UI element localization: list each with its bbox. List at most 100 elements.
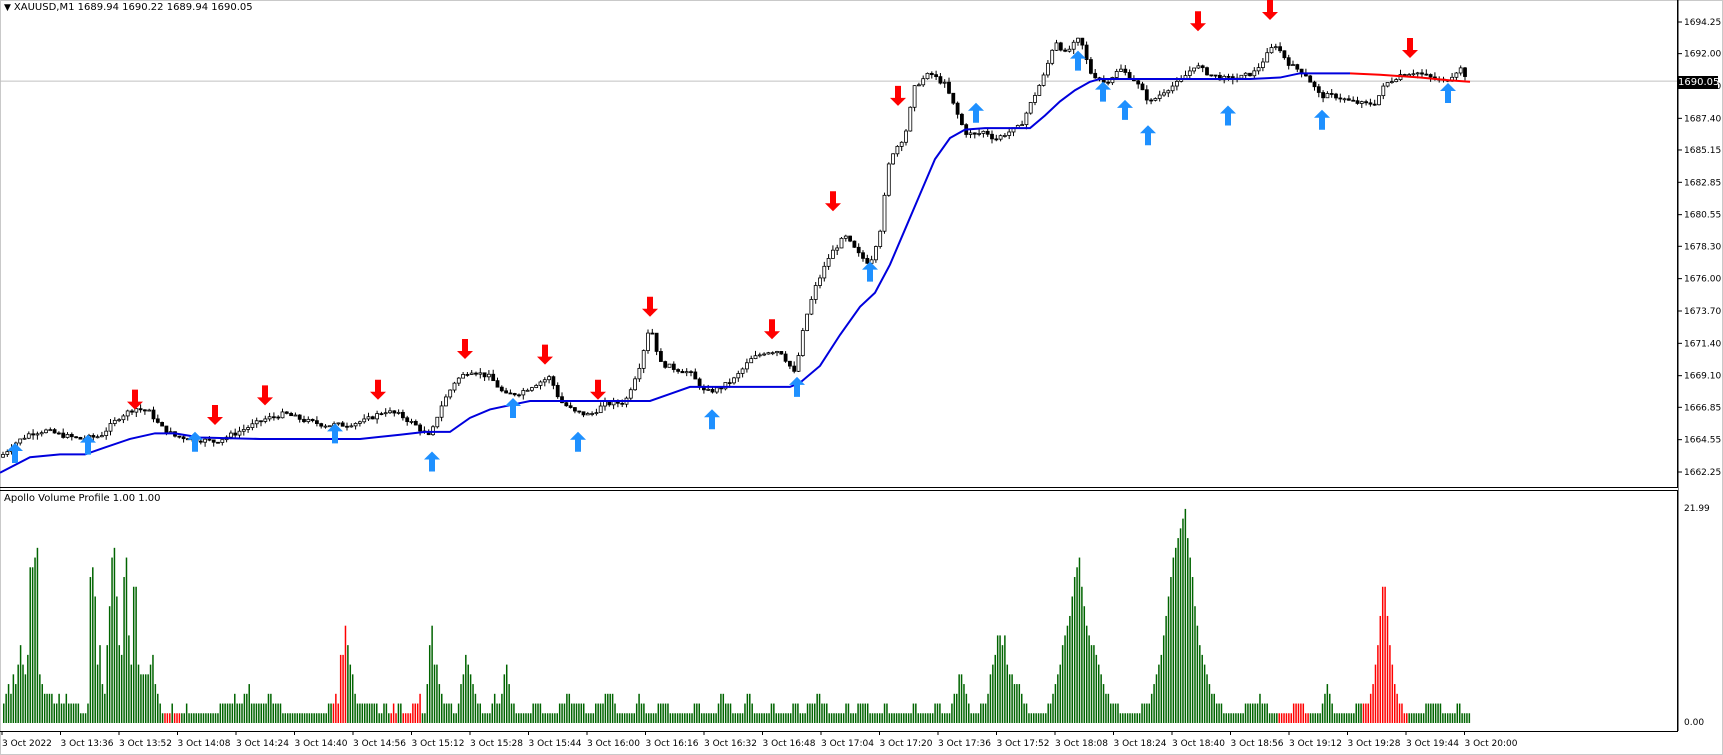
candle bbox=[1196, 62, 1201, 69]
volume-bar bbox=[1295, 703, 1297, 723]
candle-body bbox=[1308, 75, 1313, 83]
candle-body bbox=[1359, 101, 1364, 104]
candle-body bbox=[960, 113, 964, 126]
volume-bar bbox=[989, 674, 992, 723]
time-tick-label: 3 Oct 17:04 bbox=[821, 739, 874, 749]
candle bbox=[1063, 47, 1067, 53]
candle bbox=[1071, 39, 1076, 55]
buy-arrow-icon-shape bbox=[1440, 83, 1456, 104]
volume-bar bbox=[1170, 577, 1172, 723]
candle-body bbox=[1338, 97, 1343, 100]
candle-body bbox=[646, 332, 650, 351]
volume-bar bbox=[1420, 713, 1422, 723]
candle bbox=[69, 432, 74, 441]
volume-bar bbox=[1446, 713, 1449, 723]
candle bbox=[263, 415, 268, 424]
volume-bar bbox=[833, 713, 835, 723]
candle-body bbox=[1273, 46, 1278, 49]
candle-body bbox=[1334, 93, 1338, 99]
candle bbox=[1114, 68, 1119, 79]
volume-bar bbox=[327, 703, 330, 723]
sell-arrow-icon bbox=[370, 379, 386, 400]
buy-arrow-icon-shape bbox=[1070, 50, 1086, 71]
volume-bar bbox=[1213, 693, 1215, 723]
candle bbox=[1316, 83, 1321, 98]
collapse-triangle-icon[interactable]: ▼ bbox=[4, 3, 11, 13]
volume-bar bbox=[1230, 713, 1232, 723]
volume-bar bbox=[479, 703, 481, 723]
volume-bar bbox=[29, 567, 31, 723]
volume-bar bbox=[878, 713, 881, 723]
candle bbox=[48, 427, 53, 432]
time-tick-label: 3 Oct 14:56 bbox=[353, 739, 406, 749]
volume-bar bbox=[5, 693, 7, 723]
candle bbox=[521, 387, 526, 400]
candle-body bbox=[1033, 95, 1037, 103]
volume-bar bbox=[27, 654, 29, 723]
volume-bar bbox=[814, 703, 816, 723]
volume-bar bbox=[1025, 703, 1028, 723]
candle-body bbox=[1458, 67, 1463, 74]
volume-bar bbox=[1290, 713, 1293, 723]
candle-body bbox=[396, 411, 401, 414]
volume-bar bbox=[1052, 693, 1054, 723]
candle-body bbox=[400, 411, 405, 419]
candle bbox=[400, 409, 405, 421]
candle bbox=[1351, 96, 1356, 102]
candle bbox=[1183, 70, 1188, 80]
volume-bar bbox=[1008, 674, 1011, 723]
volume-bar bbox=[616, 713, 619, 723]
candle bbox=[345, 422, 349, 431]
candle bbox=[413, 419, 418, 426]
candle bbox=[1394, 77, 1399, 83]
candle bbox=[904, 129, 908, 146]
candle-body bbox=[302, 418, 306, 423]
volume-bar bbox=[705, 713, 708, 723]
volume-bar bbox=[597, 703, 599, 723]
candle-body bbox=[31, 433, 36, 436]
volume-bar bbox=[602, 703, 604, 723]
volume-bar bbox=[3, 703, 5, 723]
volume-bar bbox=[92, 567, 94, 723]
volume-bar bbox=[580, 703, 583, 723]
candle-body bbox=[800, 330, 805, 356]
volume-bar bbox=[1136, 713, 1138, 723]
volume-bar bbox=[1035, 713, 1037, 723]
candle-body bbox=[766, 352, 771, 355]
candle-body bbox=[207, 438, 212, 441]
candle-body bbox=[886, 163, 891, 196]
price-axis[interactable]: 1694.251692.001689.701687.401685.151682.… bbox=[1678, 0, 1723, 755]
volume-bar bbox=[1451, 713, 1454, 723]
candle bbox=[1046, 59, 1050, 78]
volume-bar bbox=[301, 713, 303, 723]
time-axis[interactable]: 3 Oct 2022 3 Oct 13:36 3 Oct 13:52 3 Oct 14… bbox=[0, 731, 1677, 753]
candle-body bbox=[448, 389, 453, 398]
price-chart-pane[interactable]: ▼ XAUUSD,M1 1689.94 1690.22 1689.94 1690.… bbox=[0, 0, 1678, 488]
volume-bar bbox=[436, 664, 438, 723]
volume-bar bbox=[700, 713, 703, 723]
candle bbox=[435, 416, 440, 429]
volume-bar bbox=[647, 713, 650, 723]
volume-bar bbox=[366, 703, 368, 723]
volume-bar bbox=[1410, 713, 1413, 723]
volume-indicator-pane[interactable]: Apollo Volume Profile 1.00 1.00 bbox=[0, 490, 1678, 732]
volume-bar bbox=[1042, 713, 1045, 723]
candle-body bbox=[753, 355, 758, 360]
volume-bar bbox=[842, 713, 845, 723]
volume-bar bbox=[1148, 703, 1151, 723]
candle bbox=[44, 428, 48, 434]
candle bbox=[1329, 88, 1334, 98]
candle bbox=[800, 327, 805, 357]
volume-bar bbox=[493, 693, 496, 723]
candle bbox=[1248, 72, 1252, 77]
volume-bar bbox=[308, 713, 311, 723]
volume-bar bbox=[1355, 703, 1357, 723]
candle-body bbox=[435, 416, 440, 428]
volume-bar bbox=[262, 703, 265, 723]
candle bbox=[977, 129, 981, 137]
buy-arrow-icon-shape bbox=[1220, 105, 1236, 126]
buy-arrow-icon-shape bbox=[187, 431, 203, 452]
volume-bar bbox=[36, 547, 39, 723]
volume-bar bbox=[1037, 713, 1040, 723]
candle-body bbox=[259, 420, 263, 423]
